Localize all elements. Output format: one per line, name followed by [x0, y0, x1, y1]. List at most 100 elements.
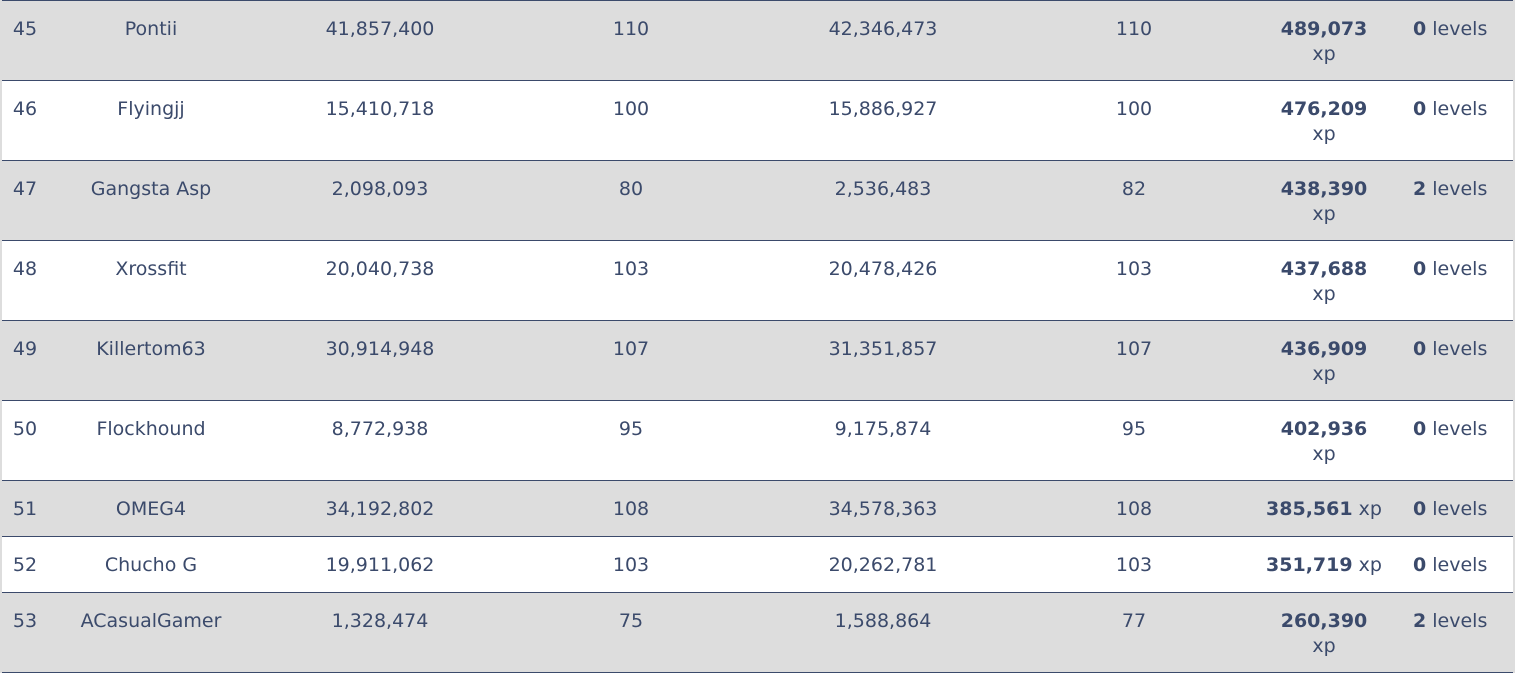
levels-gained-value: 2 — [1413, 178, 1427, 200]
rank-cell: 45 — [12, 18, 38, 40]
xp-gained-cell: 351,719 xp — [1221, 553, 1427, 578]
xp-gained-value: 437,688 — [1280, 258, 1368, 280]
level-after-cell: 82 — [1121, 178, 1147, 200]
xp-gained-unit: xp — [1312, 635, 1336, 657]
level-after-cell: 77 — [1121, 610, 1147, 632]
level-after-cell: 110 — [1115, 18, 1153, 40]
levels-gained-unit: levels — [1432, 338, 1488, 360]
rank-cell: 50 — [12, 418, 38, 440]
xp-gained-cell: 385,561 xp — [1221, 497, 1427, 522]
rank-cell: 47 — [12, 178, 38, 200]
xp-gained-unit: xp — [1312, 123, 1336, 145]
xp-gained-value: 260,390 — [1280, 610, 1368, 632]
xp-gained-value: 438,390 — [1280, 178, 1368, 200]
level-before-cell: 110 — [612, 18, 650, 40]
table-row: 50 Flockhound 8,772,938 95 9,175,874 95 … — [2, 401, 1513, 481]
levels-gained-cell: 0 levels — [1413, 497, 1513, 522]
levels-gained-cell: 0 levels — [1413, 257, 1513, 282]
xp-before-cell: 19,911,062 — [325, 554, 435, 576]
xp-gained-cell: 476,209 xp — [1244, 97, 1404, 147]
table-row: 49 Killertom63 30,914,948 107 31,351,857… — [2, 321, 1513, 401]
xp-after-cell: 42,346,473 — [828, 18, 938, 40]
levels-gained-cell: 2 levels — [1413, 177, 1513, 202]
player-name: Killertom63 — [96, 338, 206, 360]
player-name: Chucho G — [104, 554, 198, 576]
levels-gained-cell: 0 levels — [1413, 417, 1513, 442]
level-before-cell: 108 — [612, 498, 650, 520]
levels-gained-unit: levels — [1432, 18, 1488, 40]
xp-gained-unit: xp — [1312, 363, 1336, 385]
rank-cell: 52 — [12, 554, 38, 576]
xp-gained-value: 436,909 — [1280, 338, 1368, 360]
xp-gained-value: 489,073 — [1280, 18, 1368, 40]
levels-gained-value: 0 — [1413, 98, 1427, 120]
xp-after-cell: 9,175,874 — [834, 418, 932, 440]
xp-gained-cell: 436,909 xp — [1244, 337, 1404, 387]
xp-after-cell: 15,886,927 — [828, 98, 938, 120]
level-before-cell: 75 — [618, 610, 644, 632]
level-after-cell: 100 — [1115, 98, 1153, 120]
player-name: Pontii — [124, 18, 178, 40]
level-before-cell: 100 — [612, 98, 650, 120]
level-after-cell: 103 — [1115, 258, 1153, 280]
xp-gained-unit: xp — [1358, 554, 1382, 576]
xp-gained-cell: 489,073 xp — [1244, 17, 1404, 67]
xp-gained-unit: xp — [1358, 498, 1382, 520]
xp-before-cell: 8,772,938 — [331, 418, 429, 440]
levels-gained-cell: 0 levels — [1413, 553, 1513, 578]
xp-after-cell: 2,536,483 — [834, 178, 932, 200]
xp-after-cell: 20,262,781 — [828, 554, 938, 576]
xp-before-cell: 15,410,718 — [325, 98, 435, 120]
table-row: 47 Gangsta Asp 2,098,093 80 2,536,483 82… — [2, 161, 1513, 241]
xp-before-cell: 2,098,093 — [331, 178, 429, 200]
xp-before-cell: 1,328,474 — [331, 610, 429, 632]
level-before-cell: 103 — [612, 258, 650, 280]
xp-gained-cell: 402,936 xp — [1244, 417, 1404, 467]
table-row: 45 Pontii 41,857,400 110 42,346,473 110 … — [2, 1, 1513, 81]
levels-gained-unit: levels — [1432, 554, 1488, 576]
level-before-cell: 95 — [618, 418, 644, 440]
table-row: 52 Chucho G 19,911,062 103 20,262,781 10… — [2, 537, 1513, 593]
table-row: 51 OMEG4 34,192,802 108 34,578,363 108 3… — [2, 481, 1513, 537]
level-after-cell: 107 — [1115, 338, 1153, 360]
levels-gained-unit: levels — [1432, 178, 1488, 200]
xp-gained-cell: 437,688 xp — [1244, 257, 1404, 307]
levels-gained-value: 0 — [1413, 418, 1427, 440]
level-after-cell: 108 — [1115, 498, 1153, 520]
player-name: Flyingjj — [117, 98, 185, 120]
player-name: ACasualGamer — [80, 610, 222, 632]
xp-after-cell: 31,351,857 — [828, 338, 938, 360]
xp-gained-value: 476,209 — [1280, 98, 1368, 120]
level-before-cell: 80 — [618, 178, 644, 200]
player-name: Xrossfit — [115, 258, 187, 280]
xp-gained-cell: 260,390 xp — [1244, 609, 1404, 659]
rank-cell: 53 — [12, 610, 38, 632]
xp-gained-unit: xp — [1312, 443, 1336, 465]
level-after-cell: 103 — [1115, 554, 1153, 576]
xp-after-cell: 34,578,363 — [828, 498, 938, 520]
levels-gained-value: 0 — [1413, 18, 1427, 40]
table-row: 46 Flyingjj 15,410,718 100 15,886,927 10… — [2, 81, 1513, 161]
level-before-cell: 107 — [612, 338, 650, 360]
levels-gained-cell: 0 levels — [1413, 17, 1513, 42]
level-after-cell: 95 — [1121, 418, 1147, 440]
levels-gained-value: 0 — [1413, 554, 1427, 576]
level-before-cell: 103 — [612, 554, 650, 576]
xp-before-cell: 41,857,400 — [325, 18, 435, 40]
player-name: Gangsta Asp — [90, 178, 212, 200]
table-row: 53 ACasualGamer 1,328,474 75 1,588,864 7… — [2, 593, 1513, 673]
levels-gained-unit: levels — [1432, 418, 1488, 440]
levels-gained-unit: levels — [1432, 98, 1488, 120]
levels-gained-unit: levels — [1432, 610, 1488, 632]
levels-gained-unit: levels — [1432, 258, 1488, 280]
xp-before-cell: 20,040,738 — [325, 258, 435, 280]
xp-gained-value: 402,936 — [1280, 418, 1368, 440]
player-name: OMEG4 — [115, 498, 187, 520]
xp-after-cell: 1,588,864 — [834, 610, 932, 632]
levels-gained-value: 2 — [1413, 610, 1427, 632]
xp-gained-unit: xp — [1312, 203, 1336, 225]
xp-before-cell: 30,914,948 — [325, 338, 435, 360]
levels-gained-cell: 2 levels — [1413, 609, 1513, 634]
levels-gained-value: 0 — [1413, 498, 1427, 520]
